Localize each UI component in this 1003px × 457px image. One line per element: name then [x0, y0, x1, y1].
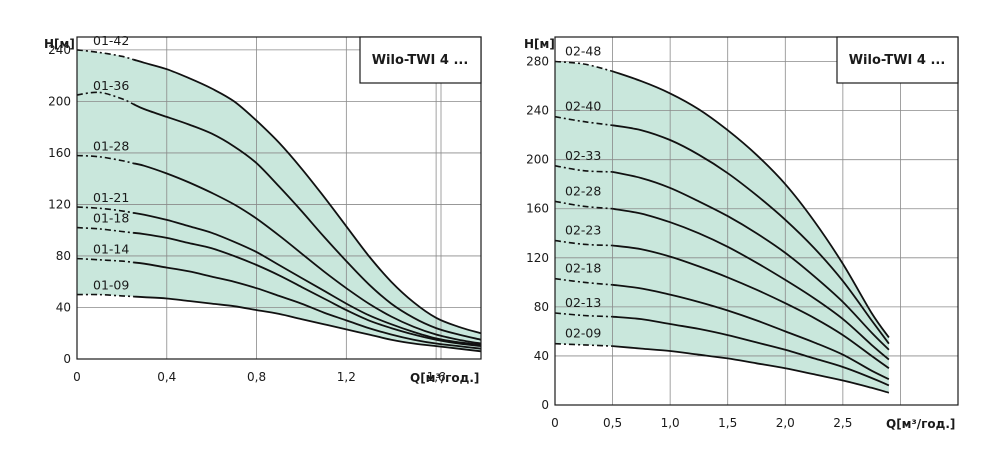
curve-dashed-01-14	[76, 257, 134, 264]
y-tick-label: 120	[48, 197, 71, 211]
curve-02-23	[612, 244, 890, 369]
curve-labels: 01-42 01-36 01-28 01-21 01-18 01-14 01-0…	[93, 33, 129, 293]
curve-02-40	[612, 124, 890, 345]
y-tick-label: 160	[48, 146, 71, 160]
curve-dashed-02-13	[554, 312, 613, 318]
curve-01-14	[133, 261, 482, 350]
chart-title: Wilo-TWI 4 ...	[849, 53, 946, 68]
curve-02-09	[612, 345, 890, 394]
curve-02-13	[612, 315, 890, 387]
x-tick-label: 1,5	[718, 416, 737, 430]
curve-02-18	[612, 283, 890, 381]
curve-label: 02-28	[565, 183, 601, 198]
performance-curves	[76, 49, 482, 353]
y-tick-label: 200	[48, 94, 71, 108]
operating-range-band	[555, 61, 889, 393]
curve-labels: 02-48 02-40 02-33 02-28 02-23 02-18 02-1…	[565, 44, 601, 341]
curve-label: 02-09	[565, 326, 601, 341]
curve-dashed-01-09	[76, 293, 134, 298]
y-tick-label: 40	[56, 300, 71, 314]
y-axis-label: H[м]	[44, 37, 75, 51]
x-tick-label: 0	[551, 416, 559, 430]
chart-twi-01: Wilo-TWI 4 ... H[м] Q[м³/год.] 0 0,4 0,8…	[44, 33, 482, 385]
curve-dashed-02-40	[554, 115, 613, 127]
y-tick-label: 240	[48, 43, 71, 57]
curve-dashed-02-33	[554, 165, 613, 173]
chart-twi-02: Wilo-TWI 4 ... H[м] Q[м³/год.] 0 0,5 1,0…	[524, 36, 959, 431]
curve-label: 02-13	[565, 295, 601, 310]
curve-dashed-01-18	[76, 226, 134, 234]
y-tick-label: 80	[56, 249, 71, 263]
x-axis-label: Q[м³/год.]	[886, 417, 955, 431]
curve-01-09	[133, 295, 482, 353]
curve-label: 02-48	[565, 44, 601, 59]
curve-label: 02-23	[565, 223, 601, 238]
curve-label: 02-18	[565, 261, 601, 276]
title-box	[359, 36, 482, 84]
x-tick-label: 0	[73, 370, 81, 384]
y-axis-label: H[м]	[524, 37, 555, 51]
operating-range-band	[77, 49, 481, 352]
x-tick-labels: 0 0,4 0,8 1,2 1,6	[73, 370, 445, 384]
x-tick-labels: 0 0,5 1,0 1,5 2,0 2,5	[551, 416, 852, 430]
plot-frame	[554, 36, 959, 406]
curve-02-33	[612, 171, 890, 351]
curve-dashed-02-28	[554, 200, 613, 210]
y-tick-label: 280	[526, 55, 549, 69]
title-box	[836, 36, 959, 84]
curve-dashed-02-18	[554, 277, 613, 286]
curve-01-42	[132, 58, 482, 335]
curve-label: 01-18	[93, 211, 129, 226]
x-tick-label: 0,5	[603, 416, 622, 430]
x-tick-label: 0,8	[247, 370, 266, 384]
curve-dashed-02-09	[554, 342, 613, 347]
plot-frame	[76, 36, 482, 360]
y-tick-label: 200	[526, 153, 549, 167]
performance-curves	[554, 60, 890, 394]
x-tick-label: 2,0	[776, 416, 795, 430]
y-tick-labels: 0 40 80 120 160 200 240 280	[526, 55, 549, 412]
y-tick-label: 120	[526, 251, 549, 265]
grid	[77, 37, 481, 359]
grid	[555, 37, 958, 405]
curve-label: 01-21	[93, 190, 129, 205]
x-tick-label: 1,0	[661, 416, 680, 430]
curve-02-48	[612, 70, 890, 339]
x-tick-label: 0,4	[157, 370, 176, 384]
curve-label: 01-28	[93, 138, 129, 153]
curve-label: 01-42	[93, 33, 129, 48]
chart-title: Wilo-TWI 4 ...	[372, 53, 469, 68]
y-tick-label: 0	[541, 398, 549, 412]
curve-label: 01-14	[93, 242, 129, 257]
curve-label: 01-36	[93, 78, 129, 93]
y-tick-label: 240	[526, 104, 549, 118]
curve-label: 01-09	[93, 278, 129, 293]
curve-01-36	[132, 103, 482, 341]
x-axis-label: Q[м³/год.]	[410, 371, 479, 385]
curve-01-18	[133, 231, 482, 347]
x-tick-label: 2,5	[833, 416, 852, 430]
curve-dashed-02-48	[554, 60, 613, 73]
curve-01-28	[132, 162, 482, 345]
curve-dashed-01-42	[76, 49, 134, 61]
y-tick-labels: 0 40 80 120 160 200 240	[48, 43, 71, 366]
curve-01-21	[132, 211, 482, 346]
curve-label: 02-40	[565, 99, 601, 114]
x-tick-label: 1,6	[427, 370, 446, 384]
x-tick-label: 1,2	[337, 370, 356, 384]
curve-dashed-02-23	[554, 239, 613, 247]
curve-label: 02-33	[565, 148, 601, 163]
curve-02-28	[612, 207, 890, 361]
curve-dashed-01-21	[76, 206, 134, 214]
y-tick-label: 0	[63, 352, 71, 366]
curve-dashed-01-28	[76, 154, 134, 164]
y-tick-label: 160	[526, 202, 549, 216]
y-tick-label: 80	[534, 300, 549, 314]
curve-dashed-01-36	[76, 91, 134, 105]
y-tick-label: 40	[534, 349, 549, 363]
